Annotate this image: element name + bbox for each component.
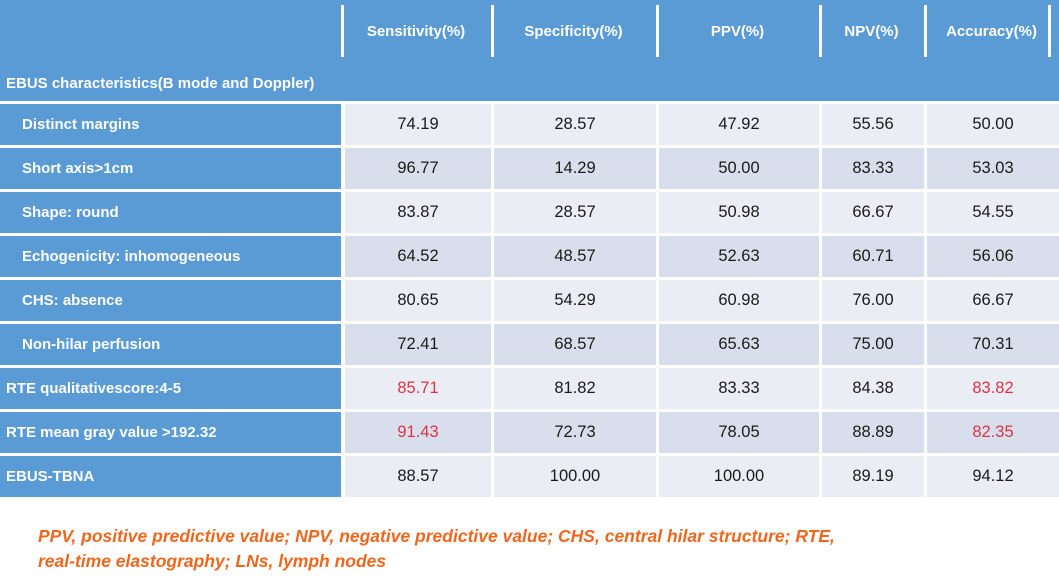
table-row: Short axis>1cm 96.77 14.29 50.00 83.33 5… xyxy=(0,145,1059,189)
column-header-accuracy: Accuracy(%) xyxy=(924,0,1059,62)
value-cell: 100.00 xyxy=(491,453,656,497)
value-cell: 88.57 xyxy=(341,453,491,497)
value-cell: 66.67 xyxy=(924,277,1059,321)
value-cell: 60.98 xyxy=(656,277,819,321)
value-cell: 60.71 xyxy=(819,233,924,277)
value-cell: 89.19 xyxy=(819,453,924,497)
value-cell: 50.00 xyxy=(656,145,819,189)
row-label: CHS: absence xyxy=(0,277,341,321)
footnote-line-2: real-time elastography; LNs, lymph nodes xyxy=(38,550,387,571)
table-row: Echogenicity: inhomogeneous 64.52 48.57 … xyxy=(0,233,1059,277)
value-cell: 68.57 xyxy=(491,321,656,365)
value-cell: 64.52 xyxy=(341,233,491,277)
row-label: RTE qualitativescore:4-5 xyxy=(0,365,341,409)
value-cell: 66.67 xyxy=(819,189,924,233)
header-right-divider xyxy=(1048,5,1051,57)
value-cell: 83.82 xyxy=(924,365,1059,409)
value-cell: 50.98 xyxy=(656,189,819,233)
table-body: Distinct margins 74.19 28.57 47.92 55.56… xyxy=(0,101,1059,497)
column-header-sensitivity: Sensitivity(%) xyxy=(341,0,491,62)
value-cell: 56.06 xyxy=(924,233,1059,277)
footnote-line-1: PPV, positive predictive value; NPV, neg… xyxy=(38,526,835,546)
value-cell: 83.33 xyxy=(819,145,924,189)
column-header-specificity: Specificity(%) xyxy=(491,0,656,62)
table-row: EBUS-TBNA 88.57 100.00 100.00 89.19 94.1… xyxy=(0,453,1059,497)
table-row: RTE qualitativescore:4-5 85.71 81.82 83.… xyxy=(0,365,1059,409)
value-cell: 53.03 xyxy=(924,145,1059,189)
row-label: Short axis>1cm xyxy=(0,145,341,189)
value-cell: 88.89 xyxy=(819,409,924,453)
value-cell: 50.00 xyxy=(924,101,1059,145)
row-label: Echogenicity: inhomogeneous xyxy=(0,233,341,277)
table-row: Distinct margins 74.19 28.57 47.92 55.56… xyxy=(0,101,1059,145)
value-cell: 47.92 xyxy=(656,101,819,145)
value-cell: 52.63 xyxy=(656,233,819,277)
value-cell: 74.19 xyxy=(341,101,491,145)
corner-cell xyxy=(0,0,341,62)
column-header-ppv: PPV(%) xyxy=(656,0,819,62)
value-cell: 76.00 xyxy=(819,277,924,321)
section-header: EBUS characteristics(B mode and Doppler) xyxy=(0,62,1059,101)
value-cell: 72.41 xyxy=(341,321,491,365)
row-label: Distinct margins xyxy=(0,101,341,145)
row-label: RTE mean gray value >192.32 xyxy=(0,409,341,453)
value-cell: 100.00 xyxy=(656,453,819,497)
row-label: Shape: round xyxy=(0,189,341,233)
table-row: Non-hilar perfusion 72.41 68.57 65.63 75… xyxy=(0,321,1059,365)
value-cell: 84.38 xyxy=(819,365,924,409)
value-cell: 54.29 xyxy=(491,277,656,321)
value-cell: 81.82 xyxy=(491,365,656,409)
row-label: EBUS-TBNA xyxy=(0,453,341,497)
table-row: Shape: round 83.87 28.57 50.98 66.67 54.… xyxy=(0,189,1059,233)
diagnostic-results-table: Sensitivity(%) Specificity(%) PPV(%) NPV… xyxy=(0,0,1059,497)
value-cell: 55.56 xyxy=(819,101,924,145)
section-header-row: EBUS characteristics(B mode and Doppler) xyxy=(0,62,1059,101)
value-cell: 72.73 xyxy=(491,409,656,453)
value-cell: 28.57 xyxy=(491,189,656,233)
value-cell: 48.57 xyxy=(491,233,656,277)
value-cell: 94.12 xyxy=(924,453,1059,497)
column-header-row: Sensitivity(%) Specificity(%) PPV(%) NPV… xyxy=(0,0,1059,62)
value-cell: 96.77 xyxy=(341,145,491,189)
value-cell: 65.63 xyxy=(656,321,819,365)
value-cell: 28.57 xyxy=(491,101,656,145)
row-label: Non-hilar perfusion xyxy=(0,321,341,365)
value-cell: 91.43 xyxy=(341,409,491,453)
value-cell: 54.55 xyxy=(924,189,1059,233)
value-cell: 14.29 xyxy=(491,145,656,189)
value-cell: 85.71 xyxy=(341,365,491,409)
value-cell: 82.35 xyxy=(924,409,1059,453)
value-cell: 83.33 xyxy=(656,365,819,409)
value-cell: 83.87 xyxy=(341,189,491,233)
footnote: PPV, positive predictive value; NPV, neg… xyxy=(38,524,993,574)
table-row: CHS: absence 80.65 54.29 60.98 76.00 66.… xyxy=(0,277,1059,321)
value-cell: 70.31 xyxy=(924,321,1059,365)
table-header: Sensitivity(%) Specificity(%) PPV(%) NPV… xyxy=(0,0,1059,101)
column-header-npv: NPV(%) xyxy=(819,0,924,62)
value-cell: 80.65 xyxy=(341,277,491,321)
value-cell: 75.00 xyxy=(819,321,924,365)
table-row: RTE mean gray value >192.32 91.43 72.73 … xyxy=(0,409,1059,453)
value-cell: 78.05 xyxy=(656,409,819,453)
